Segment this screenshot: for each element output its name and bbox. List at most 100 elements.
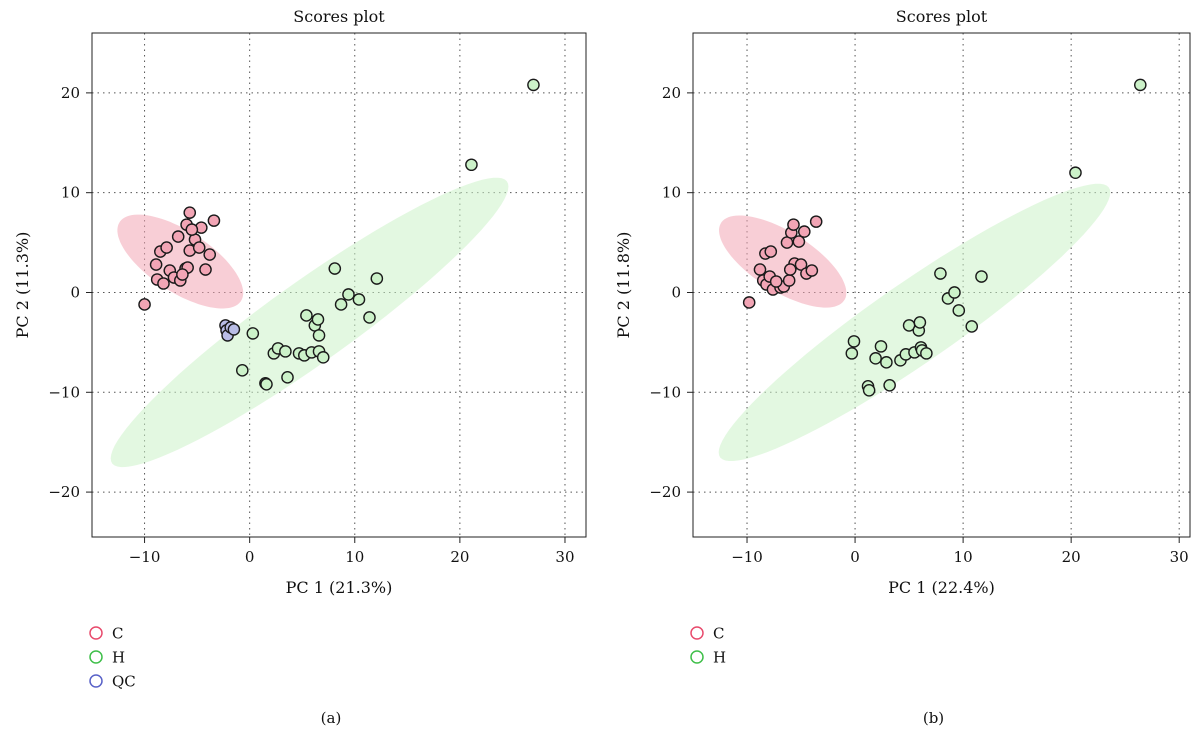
- data-point-h[interactable]: [920, 347, 933, 360]
- data-point-h[interactable]: [246, 327, 260, 340]
- data-point-h[interactable]: [880, 356, 893, 369]
- data-point-h[interactable]: [279, 345, 292, 358]
- y-axis-label: PC 2 (11.8%): [614, 232, 633, 339]
- legend: CH QC: [89, 625, 136, 691]
- plot-frame: [692, 32, 1191, 538]
- data-point-c[interactable]: [160, 241, 173, 254]
- data-point-c[interactable]: [805, 264, 819, 277]
- y-tick-label: −20: [48, 483, 80, 501]
- panel-caption: (a): [321, 709, 342, 727]
- data-point-c[interactable]: [138, 298, 151, 311]
- data-point-c[interactable]: [764, 245, 778, 258]
- data-point-h[interactable]: [334, 298, 348, 311]
- y-tick-label: 20: [662, 84, 681, 102]
- data-point-c[interactable]: [157, 277, 170, 290]
- data-point-h[interactable]: [862, 383, 876, 397]
- scores-plot-panel-b: Scores plot −10 0 10 20 30 −20 −10 0 10 20 PC 1 (22…: [601, 0, 1201, 744]
- data-point-c[interactable]: [199, 263, 212, 276]
- data-point-c[interactable]: [792, 235, 806, 248]
- series-c-points: [138, 206, 221, 311]
- legend: CH: [690, 625, 726, 667]
- x-tick-label: 30: [1170, 548, 1189, 566]
- data-point-h[interactable]: [948, 286, 961, 299]
- data-point-h[interactable]: [847, 335, 861, 348]
- data-point-h[interactable]: [363, 311, 376, 324]
- y-tick-label: −10: [48, 383, 80, 401]
- data-point-c[interactable]: [192, 241, 206, 254]
- legend-marker-c: [690, 626, 704, 640]
- x-tick-label: 20: [1062, 548, 1081, 566]
- data-point-c[interactable]: [185, 223, 199, 236]
- data-point-h[interactable]: [370, 272, 384, 285]
- data-point-c[interactable]: [207, 214, 221, 227]
- data-point-h[interactable]: [465, 158, 478, 172]
- data-point-c[interactable]: [787, 218, 800, 231]
- x-tick-label: 0: [850, 548, 860, 566]
- data-point-h[interactable]: [260, 378, 273, 391]
- legend-marker-qc: [89, 674, 103, 688]
- data-point-h[interactable]: [952, 304, 966, 317]
- data-point-h[interactable]: [913, 316, 927, 329]
- chart-title: Scores plot: [896, 7, 988, 26]
- data-point-c[interactable]: [171, 230, 185, 243]
- grid-lines: [92, 33, 586, 537]
- data-point-c[interactable]: [149, 258, 163, 271]
- data-point-c[interactable]: [742, 296, 756, 309]
- data-point-c[interactable]: [176, 268, 189, 281]
- data-point-h[interactable]: [845, 347, 859, 360]
- data-point-h[interactable]: [975, 270, 988, 283]
- y-tick-label: −20: [649, 483, 681, 501]
- legend-label-c: C: [713, 625, 724, 643]
- scores-plot-panel-a: Scores plot −10 0 10 20 30 −20 −10 0 10 20 PC 1 (21…: [0, 0, 600, 744]
- y-tick-label: −10: [649, 383, 681, 401]
- plot-frame: [91, 32, 587, 538]
- legend-marker-h: [690, 650, 704, 664]
- confidence-ellipse-c: [719, 215, 847, 308]
- data-point-h[interactable]: [281, 371, 294, 384]
- data-point-h[interactable]: [527, 78, 540, 92]
- legend-marker-c: [89, 626, 103, 640]
- x-tick-label: 10: [345, 548, 364, 566]
- data-point-c[interactable]: [783, 263, 797, 276]
- legend-marker-h: [89, 650, 103, 664]
- data-point-h[interactable]: [869, 352, 882, 365]
- data-point-h[interactable]: [883, 379, 896, 392]
- y-tick-label: 20: [61, 84, 80, 102]
- data-point-c[interactable]: [809, 215, 823, 228]
- data-point-h[interactable]: [316, 351, 330, 364]
- data-point-h[interactable]: [934, 267, 947, 280]
- data-point-h[interactable]: [300, 309, 313, 322]
- x-tick-label: −10: [129, 548, 161, 566]
- legend-label-qc: QC: [112, 673, 136, 691]
- y-tick-label: 0: [671, 283, 681, 301]
- legend-label-h: H: [713, 649, 726, 667]
- scores-plot-a: Scores plot −10 0 10 20 30 −20 −10 0 10 20 PC 1 (21…: [13, 7, 587, 727]
- data-point-h[interactable]: [352, 293, 366, 306]
- x-tick-label: −10: [731, 548, 763, 566]
- y-tick-label: 0: [70, 283, 80, 301]
- data-point-c[interactable]: [753, 263, 767, 276]
- data-point-h[interactable]: [342, 288, 355, 301]
- x-tick-label: 20: [450, 548, 469, 566]
- data-point-h[interactable]: [874, 340, 888, 353]
- data-point-h[interactable]: [328, 262, 342, 275]
- data-point-h[interactable]: [1069, 166, 1082, 180]
- data-point-h[interactable]: [236, 364, 249, 377]
- x-tick-label: 30: [555, 548, 574, 566]
- data-point-h[interactable]: [965, 320, 979, 333]
- data-point-h[interactable]: [1134, 78, 1147, 92]
- data-point-h[interactable]: [312, 329, 326, 342]
- scores-plot-b: Scores plot −10 0 10 20 30 −20 −10 0 10 20 PC 1 (22…: [614, 7, 1191, 727]
- data-point-c[interactable]: [797, 225, 811, 238]
- data-point-c[interactable]: [203, 248, 217, 261]
- y-tick-label: 10: [61, 184, 80, 202]
- data-point-c[interactable]: [183, 206, 197, 219]
- data-point-qc[interactable]: [227, 323, 241, 336]
- x-axis-label: PC 1 (21.3%): [286, 578, 393, 597]
- data-point-c[interactable]: [794, 258, 808, 271]
- legend-label-c: C: [112, 625, 123, 643]
- series-h-points: [845, 78, 1147, 397]
- data-point-c[interactable]: [769, 275, 783, 288]
- data-point-h[interactable]: [311, 313, 325, 326]
- data-point-c[interactable]: [782, 274, 796, 287]
